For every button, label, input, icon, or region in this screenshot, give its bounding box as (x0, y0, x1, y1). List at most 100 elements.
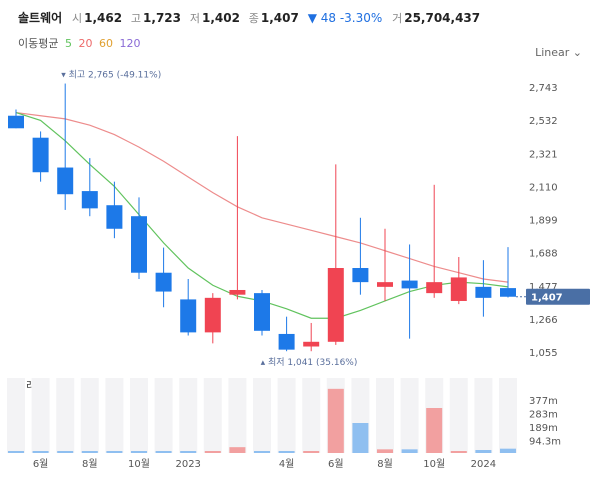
candle-body (377, 282, 393, 287)
volume-bg-column (56, 378, 75, 453)
volume-bg-column (277, 378, 296, 453)
volume-bg-column (105, 378, 124, 453)
current-price-badge (526, 288, 590, 305)
volume-bg-column (400, 378, 419, 453)
candle-body (475, 286, 492, 298)
volume-bg-column (179, 378, 198, 453)
volume-bar (57, 451, 74, 453)
x-tick-label: 8월 (82, 458, 98, 470)
candle-body (229, 289, 246, 295)
volume-value: 25,704,437 (404, 11, 481, 25)
candle-body (426, 282, 443, 294)
change-value: ▼ 48 -3.30% (307, 11, 383, 25)
volume-bar (475, 450, 492, 453)
volume-tick-label: 377m (529, 396, 558, 407)
volume-bar (278, 451, 295, 453)
volume-bg-column (7, 378, 25, 453)
scale-toggle-label: Linear (535, 46, 570, 59)
volume-bg-column (376, 378, 394, 453)
volume-bar (500, 448, 516, 453)
high-annotation: ▾ 최고 2,765 (-49.11%) (61, 70, 161, 81)
current-price-label: 1,407 (531, 293, 563, 304)
x-tick-label: 2024 (471, 459, 496, 470)
candle-body (155, 272, 172, 292)
y-tick-label: 1,899 (529, 216, 558, 227)
y-tick-label: 2,321 (529, 149, 558, 160)
scale-toggle-button[interactable]: Linear ⌄ (535, 46, 582, 59)
ma20-legend[interactable]: 20 (78, 37, 93, 50)
low-value: 1,402 (201, 11, 240, 25)
volume-bg-column (499, 378, 517, 453)
x-tick-label: 8월 (377, 458, 393, 470)
x-tick-label: 10월 (423, 458, 445, 470)
volume-bar (327, 388, 344, 453)
candle-body (254, 293, 270, 331)
volume-bar (180, 451, 197, 453)
stock-header: 솔트웨어 시 1,462 고 1,723 저 1,402 종 1,407 ▼ 48 -3… (18, 9, 485, 26)
candle-body (303, 341, 320, 347)
volume-bar (106, 451, 123, 453)
candle-body (81, 191, 98, 209)
candle-body (450, 277, 467, 301)
x-tick-label: 6월 (328, 458, 344, 470)
high-value: 1,723 (143, 11, 182, 25)
volume-bg-column (80, 378, 99, 453)
ma60-legend[interactable]: 60 (98, 37, 113, 50)
volume-bg-column (449, 378, 468, 453)
volume-tick-label: 283m (529, 410, 558, 421)
volume-bg-column (154, 378, 173, 453)
candle-body (401, 280, 418, 289)
volume-bar (131, 451, 147, 453)
candle-body (180, 299, 197, 333)
volume-bg-column (130, 378, 148, 453)
y-tick-label: 1,688 (529, 249, 558, 260)
volume-bar (8, 451, 24, 453)
candle-body (327, 268, 344, 342)
volume-bar (426, 408, 443, 453)
chevron-down-icon: ⌄ (572, 46, 582, 59)
volume-bar (303, 451, 320, 453)
candle-body (8, 115, 24, 129)
volume-label: 거 (392, 12, 403, 25)
close-label: 종 (248, 12, 259, 25)
y-tick-label: 1,055 (529, 348, 558, 359)
volume-bg-column (302, 378, 321, 453)
moving-average-legend: 이동평균 5 20 60 120 (18, 35, 143, 51)
y-tick-label: 1,477 (529, 282, 558, 293)
candle-body (106, 205, 123, 229)
volume-bar (81, 451, 98, 453)
y-tick-label: 1,266 (529, 315, 558, 326)
low-annotation: ▴ 최저 1,041 (35.16%) (261, 357, 358, 368)
ma-legend-label: 이동평균 (18, 37, 59, 50)
candle-body (204, 297, 221, 333)
volume-bar (352, 423, 369, 453)
ma5-legend[interactable]: 5 (64, 37, 72, 50)
low-label: 저 (189, 12, 200, 25)
volume-bar (204, 451, 221, 453)
candle-body (278, 333, 295, 350)
open-label: 시 (72, 12, 83, 25)
x-tick-label: 6월 (33, 458, 49, 470)
candle-body (32, 137, 49, 173)
volume-bar (377, 449, 393, 453)
x-tick-label: 4월 (279, 458, 295, 470)
volume-tick-label: 94.3m (529, 437, 561, 448)
candle-body (57, 167, 74, 195)
stock-name: 솔트웨어 (18, 11, 63, 25)
x-tick-label: 2023 (175, 459, 200, 470)
volume-bg-column (253, 378, 271, 453)
volume-bar (229, 447, 246, 453)
ma20-line (15, 111, 509, 283)
ma120-legend[interactable]: 120 (119, 37, 141, 50)
volume-bg-column (228, 378, 247, 453)
candle-body (500, 288, 516, 297)
volume-bg-column (203, 378, 222, 453)
volume-bg-column (474, 378, 493, 453)
volume-bar (401, 449, 418, 453)
x-tick-label: 10월 (128, 458, 150, 470)
volume-tick-label: 189m (529, 423, 558, 434)
candle-body (131, 216, 147, 273)
high-label: 고 (130, 12, 142, 25)
y-tick-label: 2,110 (529, 182, 558, 193)
